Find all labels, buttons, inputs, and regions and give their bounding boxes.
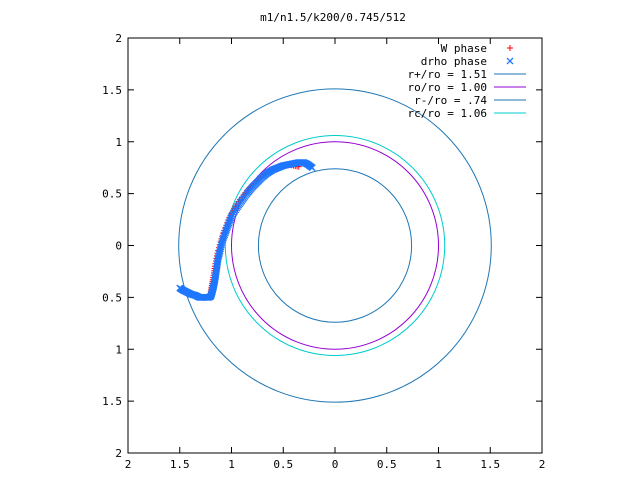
legend-label: r-/ro = .74 xyxy=(414,94,487,107)
y-tick-label: 2 xyxy=(115,447,122,460)
cross-point xyxy=(176,284,184,292)
y-tick-label: 0 xyxy=(115,240,122,253)
plus-point xyxy=(507,45,513,51)
x-tick-label: 2 xyxy=(125,458,132,471)
x-tick-label: 1 xyxy=(228,458,235,471)
x-tick-label: 1 xyxy=(435,458,442,471)
x-tick-label: 0 xyxy=(332,458,339,471)
y-tick-label: 1 xyxy=(115,136,122,149)
y-tick-label: 2 xyxy=(115,32,122,45)
reference-circle xyxy=(257,168,413,323)
x-axis-ticks: 2 1.5 1 0.5 0 0.5 1 1.5 2 xyxy=(125,38,546,471)
data-series xyxy=(176,159,316,301)
legend-label: rc/ro = 1.06 xyxy=(408,107,487,120)
cross-b xyxy=(176,284,184,292)
x-tick-label: 1.5 xyxy=(480,458,500,471)
reference-circles xyxy=(178,88,492,403)
y-tick-label: 1.5 xyxy=(102,395,122,408)
x-tick-label: 1.5 xyxy=(170,458,190,471)
reference-circle xyxy=(178,88,492,403)
y-tick-label: 1 xyxy=(115,343,122,356)
x-tick-label: 0.5 xyxy=(377,458,397,471)
y-tick-label: 1.5 xyxy=(102,84,122,97)
legend-label: ro/ro = 1.00 xyxy=(408,81,487,94)
reference-circle xyxy=(231,141,439,350)
x-tick-label: 2 xyxy=(539,458,546,471)
cross-point xyxy=(506,57,514,65)
series-drho-phase xyxy=(176,159,316,301)
legend-label: W phase xyxy=(441,42,487,55)
legend-label: r+/ro = 1.51 xyxy=(408,68,487,81)
chart-title: m1/n1.5/k200/0.745/512 xyxy=(260,11,406,24)
cross-b xyxy=(506,57,514,65)
x-tick-label: 0.5 xyxy=(273,458,293,471)
y-axis-ticks: 2 1.5 1 0.5 0 0.5 1 1.5 2 xyxy=(102,32,542,460)
legend-label: drho phase xyxy=(421,55,487,68)
y-tick-label: 0.5 xyxy=(102,291,122,304)
y-tick-label: 0.5 xyxy=(102,188,122,201)
reference-circle xyxy=(224,135,446,356)
